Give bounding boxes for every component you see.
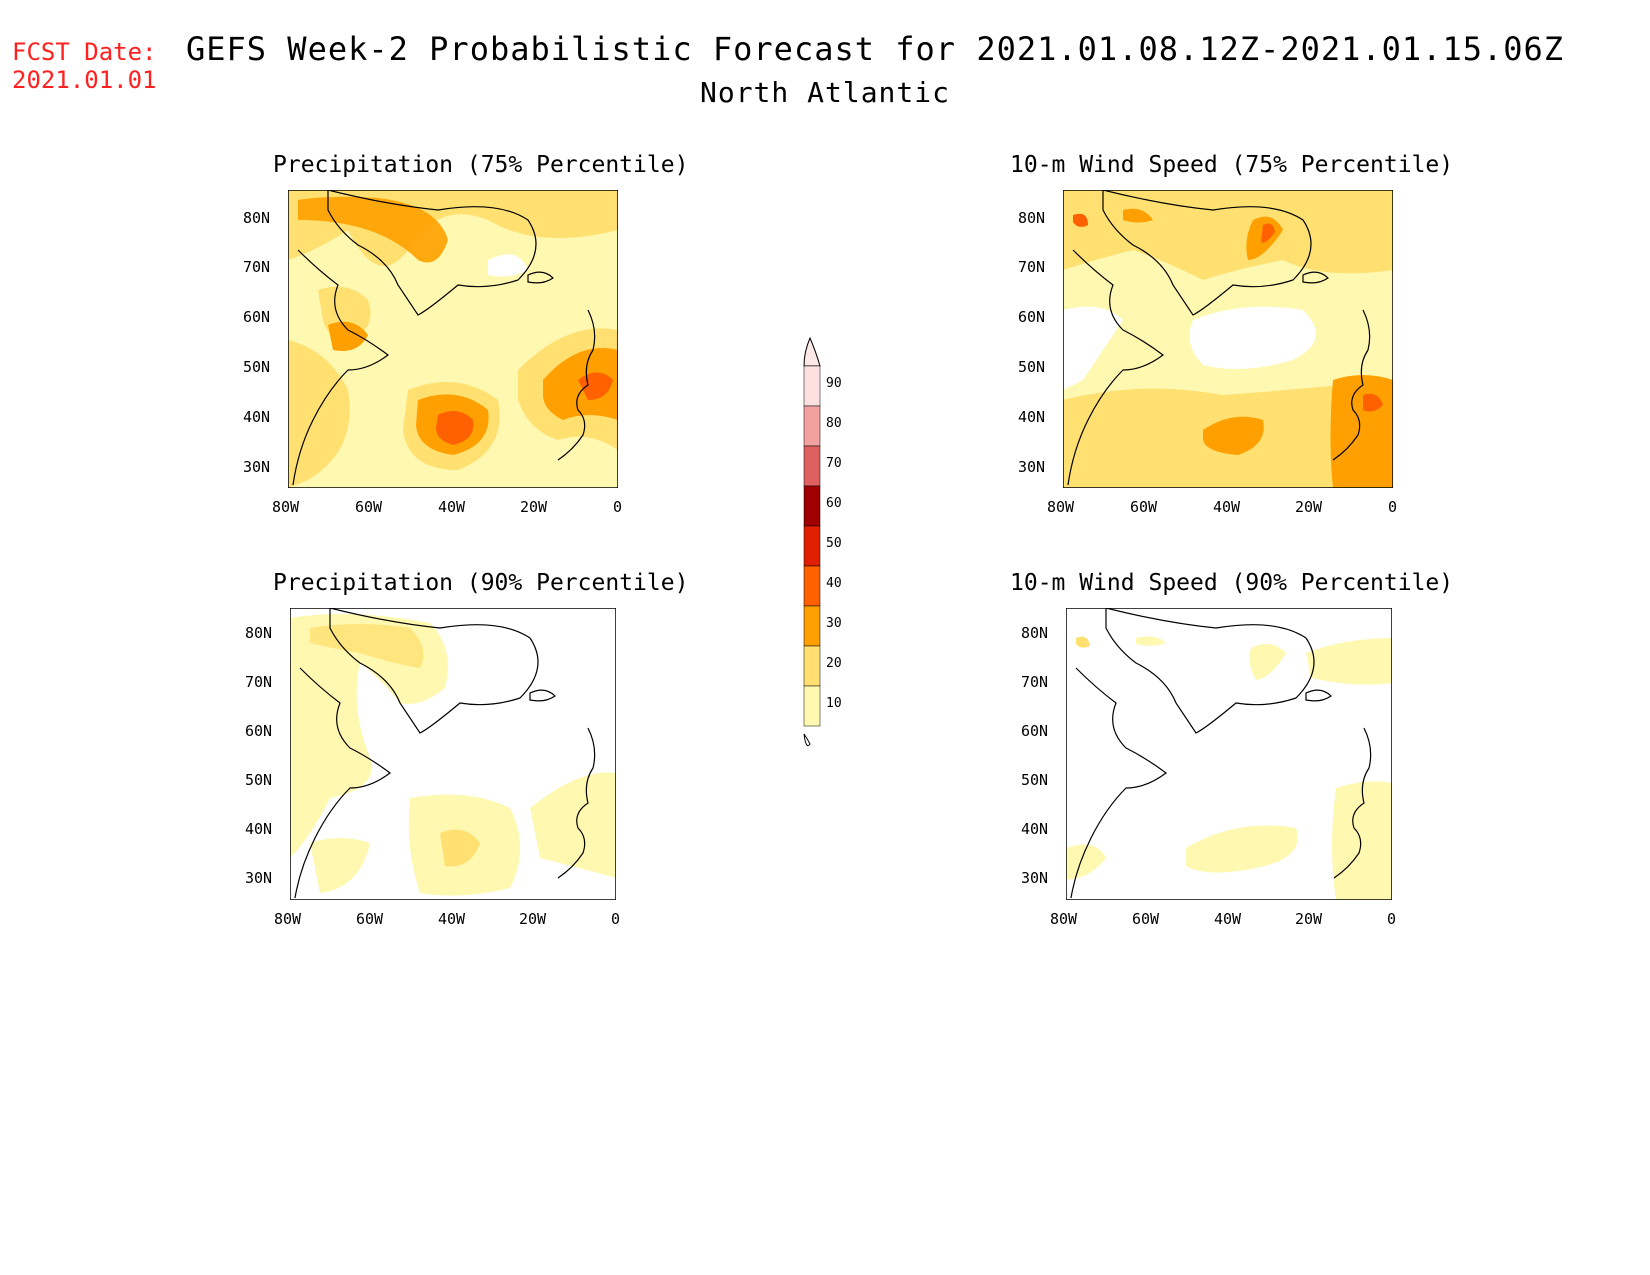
fcst-date-value: 2021.01.01 [12,66,157,94]
lat-label: 40N [1018,408,1046,426]
lon-label: 40W [438,498,466,516]
colorbar-box [803,525,821,567]
lat-label: 60N [243,308,271,326]
lat-label: 50N [245,771,273,789]
lon-label: 60W [1132,910,1160,928]
colorbar-label: 20 [826,656,842,671]
lat-label: 60N [1021,722,1049,740]
lon-label: 20W [1295,910,1323,928]
lon-label: 0 [1388,498,1398,516]
lat-label: 30N [243,458,271,476]
lat-label: 80N [245,624,273,642]
panel-title-precip-90: Precipitation (90% Percentile) [273,570,689,596]
lat-label: 50N [1021,771,1049,789]
panel-title-wind-75: 10-m Wind Speed (75% Percentile) [1010,152,1454,178]
colorbar-bottom-arrow [803,733,811,747]
lat-label: 40N [245,820,273,838]
lon-label: 0 [1387,910,1397,928]
lon-label: 20W [519,910,547,928]
lat-label: 50N [243,358,271,376]
colorbar-label: 90 [826,376,842,391]
lon-label: 40W [438,910,466,928]
lat-label: 40N [243,408,271,426]
lat-label: 30N [1018,458,1046,476]
lon-label: 40W [1213,498,1241,516]
lat-label: 70N [243,258,271,276]
colorbar-box [803,445,821,487]
colorbar-label: 50 [826,536,842,551]
lat-label: 80N [1021,624,1049,642]
lon-label: 80W [274,910,302,928]
colorbar-top-arrow [803,336,821,367]
colorbar-box [803,405,821,447]
lon-label: 80W [1047,498,1075,516]
colorbar-box [803,565,821,607]
lat-label: 70N [245,673,273,691]
lat-label: 50N [1018,358,1046,376]
colorbar-label: 60 [826,496,842,511]
colorbar-label: 10 [826,696,842,711]
lat-label: 70N [1021,673,1049,691]
lon-label: 80W [1050,910,1078,928]
panel-title-precip-75: Precipitation (75% Percentile) [273,152,689,178]
lon-label: 40W [1214,910,1242,928]
lon-label: 60W [356,910,384,928]
colorbar-label: 30 [826,616,842,631]
sub-title: North Atlantic [699,76,950,109]
map-precip-90 [290,608,616,900]
colorbar-label: 80 [826,416,842,431]
colorbar-box [803,365,821,407]
fcst-date-label: FCST Date: [12,38,157,66]
lon-label: 0 [611,910,621,928]
lon-label: 60W [1130,498,1158,516]
lat-label: 80N [1018,209,1046,227]
map-wind-75 [1063,190,1393,488]
lat-label: 80N [243,209,271,227]
lat-label: 70N [1018,258,1046,276]
lon-label: 80W [272,498,300,516]
colorbar-label: 70 [826,456,842,471]
colorbar-svg [803,336,821,747]
lat-label: 60N [245,722,273,740]
map-precip-75 [288,190,618,488]
colorbar-box [803,605,821,647]
colorbar-box [803,485,821,527]
lat-label: 60N [1018,308,1046,326]
colorbar-label: 40 [826,576,842,591]
fcst-date-block: FCST Date: 2021.01.01 [12,38,157,94]
panel-title-wind-90: 10-m Wind Speed (90% Percentile) [1010,570,1454,596]
main-title: GEFS Week-2 Probabilistic Forecast for 2… [185,30,1565,68]
map-wind-90 [1066,608,1392,900]
lon-label: 60W [355,498,383,516]
lat-label: 40N [1021,820,1049,838]
colorbar-box [803,685,821,727]
lat-label: 30N [245,869,273,887]
lat-label: 30N [1021,869,1049,887]
lon-label: 20W [520,498,548,516]
lon-label: 0 [613,498,623,516]
colorbar-box [803,645,821,687]
lon-label: 20W [1295,498,1323,516]
